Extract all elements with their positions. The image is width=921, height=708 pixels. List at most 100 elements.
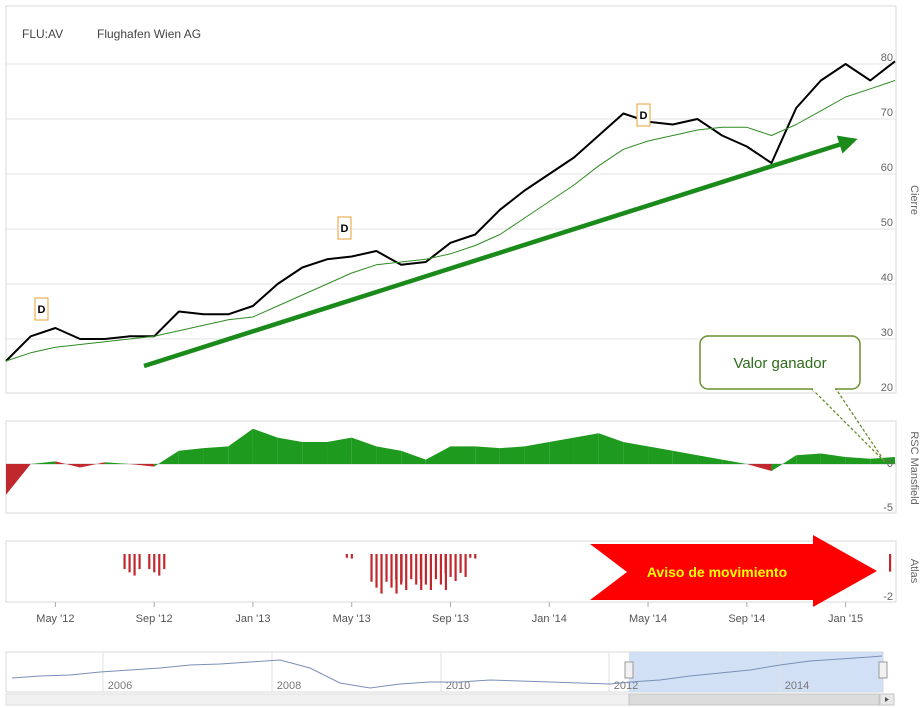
price-tick-label: 40 <box>881 272 893 284</box>
atlas-bar <box>434 554 438 580</box>
rsc-area-segment <box>228 428 253 464</box>
navigator-selection[interactable] <box>629 652 883 692</box>
scrollbar-thumb[interactable] <box>628 693 880 706</box>
rsc-area-segment <box>302 442 328 464</box>
dividend-marker-label: D <box>38 304 46 316</box>
callout-text: Valor ganador <box>733 355 826 372</box>
atlas-bar <box>469 554 472 558</box>
rsc-area-segment <box>648 446 673 464</box>
price-y-ticks: 80 70 60 50 40 30 20 <box>881 52 893 394</box>
atlas-axis-label: Atlas <box>908 559 920 584</box>
rsc-area-segment <box>252 428 278 464</box>
chevron-right-icon[interactable] <box>885 697 889 702</box>
rsc-layer <box>6 428 896 495</box>
movement-banner: Aviso de movimiento <box>590 535 877 607</box>
price-tick-label: 30 <box>881 327 893 339</box>
ticker-label: FLU:AV <box>22 27 64 41</box>
dividend-marker: D <box>337 216 352 240</box>
x-tick-label: May '13 <box>333 613 371 625</box>
price-panel <box>5 5 897 394</box>
rsc-area-segment <box>327 437 352 464</box>
atlas-bar <box>370 554 373 582</box>
rsc-axis-label: RSC Mansfield <box>908 431 920 504</box>
rsc-area-segment <box>746 464 772 472</box>
navigator-handle-left[interactable] <box>624 661 634 679</box>
atlas-bar <box>464 554 467 577</box>
atlas-bar <box>400 554 403 585</box>
atlas-bar <box>474 554 477 559</box>
price-tick-label: 80 <box>881 52 893 64</box>
rsc-area-segment <box>623 442 649 464</box>
rsc-area-segment <box>376 446 402 464</box>
x-tick-label: May '14 <box>629 613 667 625</box>
navigator-handle-right[interactable] <box>878 661 888 679</box>
atlas-bar <box>444 554 447 573</box>
rsc-area-segment <box>80 462 105 468</box>
dividend-marker: D <box>636 103 651 127</box>
atlas-bar <box>133 554 136 576</box>
rsc-tick-label: 0 <box>887 458 893 470</box>
atlas-bar <box>449 554 452 577</box>
trend-arrow <box>143 135 858 369</box>
atlas-bar <box>138 554 141 570</box>
dividend-marker-label: D <box>640 110 648 122</box>
price-tick-label: 70 <box>881 107 893 119</box>
x-axis: May '12 Sep '12 Jan '13 May '13 Sep '13 Jan '… <box>36 602 863 625</box>
rsc-area-segment <box>203 446 229 464</box>
rsc-area-segment <box>845 456 871 464</box>
rsc-area-segment <box>820 453 846 464</box>
atlas-layer <box>123 554 892 594</box>
rsc-area-segment <box>425 446 451 464</box>
x-tick-label: Sep '14 <box>728 613 765 625</box>
navigator-year-label: 2014 <box>785 680 809 692</box>
banner-text: Aviso de movimiento <box>647 564 787 580</box>
x-tick-label: May '12 <box>36 613 74 625</box>
atlas-tick-label: -2 <box>883 591 893 603</box>
atlas-bar <box>405 554 408 590</box>
price-gridlines <box>6 63 896 340</box>
rsc-area-segment <box>178 448 204 464</box>
rsc-area-segment <box>524 442 550 464</box>
navigator-year-label: 2010 <box>446 680 470 692</box>
atlas-bar <box>415 554 418 585</box>
price-tick-label: 20 <box>881 382 893 394</box>
navigator-ticks: 2006 2008 2010 2012 2014 <box>102 652 809 692</box>
rsc-area-segment <box>104 462 130 464</box>
atlas-bar <box>889 554 892 572</box>
atlas-bar <box>459 554 462 573</box>
rsc-area-segment <box>598 433 624 464</box>
atlas-bar <box>123 554 126 570</box>
atlas-bar <box>350 554 353 559</box>
atlas-bar <box>419 554 423 580</box>
atlas-bar <box>148 554 151 570</box>
rsc-area-segment <box>6 464 31 495</box>
rsc-area-segment <box>129 464 155 467</box>
navigator[interactable]: 2006 2008 2010 2012 2014 <box>5 651 888 693</box>
atlas-bar <box>424 554 428 585</box>
atlas-bar <box>390 554 393 588</box>
rsc-panel <box>5 420 897 514</box>
atlas-bar <box>395 554 398 580</box>
rsc-area-segment <box>450 446 476 464</box>
rsc-area-segment <box>30 461 56 464</box>
x-tick-label: Sep '13 <box>432 613 469 625</box>
atlas-bar <box>385 554 388 582</box>
atlas-bar <box>429 554 433 590</box>
rsc-area-segment <box>796 453 821 464</box>
rsc-area-segment <box>672 450 698 464</box>
x-tick-label: Jan '13 <box>235 613 270 625</box>
x-tick-label: Jan '14 <box>532 613 567 625</box>
winner-callout: Valor ganador <box>699 335 886 463</box>
atlas-bar <box>128 554 131 573</box>
atlas-bar <box>158 554 161 576</box>
atlas-bar <box>439 554 443 585</box>
horizontal-scrollbar[interactable] <box>5 693 895 706</box>
atlas-bar <box>153 554 156 573</box>
navigator-year-label: 2008 <box>277 680 301 692</box>
rsc-area-segment <box>351 437 377 464</box>
navigator-year-label: 2006 <box>108 680 132 692</box>
company-name: Flughafen Wien AG <box>97 27 202 41</box>
atlas-bar <box>163 554 166 570</box>
rsc-area-segment <box>401 450 426 464</box>
